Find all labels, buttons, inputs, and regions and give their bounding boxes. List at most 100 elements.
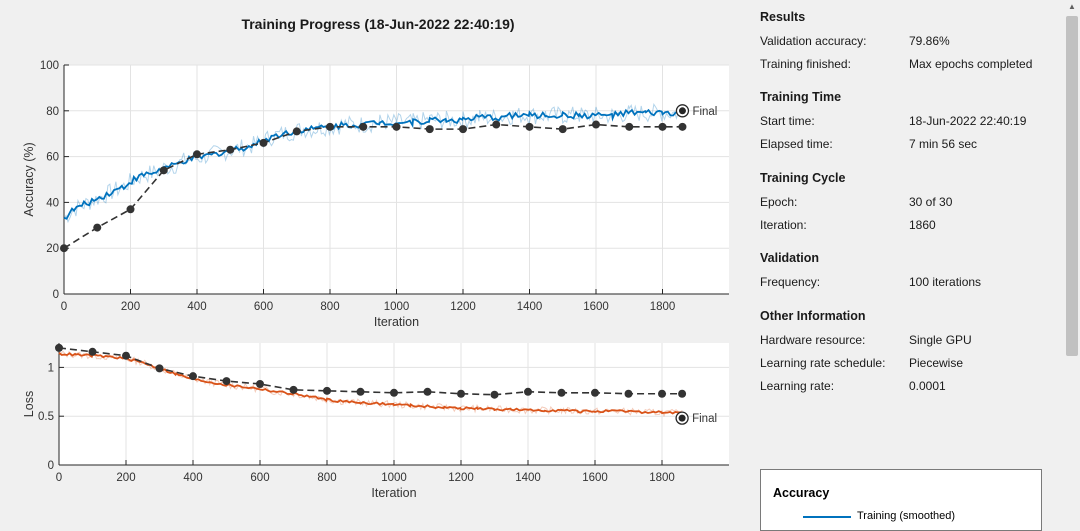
- x-tick-label: 400: [187, 301, 206, 313]
- validation-accuracy-label: Validation accuracy:: [760, 34, 867, 48]
- validation-point: [55, 343, 63, 352]
- validation-point: [425, 125, 434, 134]
- validation-point: [625, 122, 634, 131]
- scrollbar-thumb[interactable]: [1066, 16, 1078, 356]
- validation-line: [63, 123, 683, 249]
- validation-point: [390, 388, 398, 397]
- validation-point: [492, 120, 501, 129]
- validation-point: [289, 385, 298, 394]
- scroll-up-arrow-icon[interactable]: ▲: [1068, 2, 1076, 11]
- start-time-label: Start time:: [760, 114, 815, 128]
- epoch-value: 30 of 30: [909, 195, 953, 209]
- learning-rate-value: 0.0001: [909, 379, 946, 393]
- training-finished-label: Training finished:: [760, 57, 851, 71]
- x-tick-label: 1000: [381, 472, 407, 484]
- training-progress-title: Training Progress (18-Jun-2022 22:40:19): [241, 16, 515, 32]
- iteration-value: 1860: [909, 218, 936, 232]
- x-tick-label: 200: [116, 472, 135, 484]
- x-tick-label: 1800: [650, 301, 676, 313]
- y-axis-label: Accuracy (%): [22, 142, 36, 216]
- validation-point: [490, 390, 499, 399]
- y-tick-label: 80: [46, 106, 59, 118]
- validation-point: [93, 223, 102, 232]
- hardware-resource-label: Hardware resource:: [760, 333, 866, 347]
- validation-point: [193, 150, 201, 159]
- x-tick-label: 1200: [448, 472, 474, 484]
- iteration-label: Iteration:: [760, 218, 807, 232]
- validation-point: [557, 388, 566, 397]
- final-marker-dot: [678, 414, 686, 422]
- x-tick-label: 1400: [515, 472, 541, 484]
- other-information-heading: Other Information: [760, 309, 866, 323]
- x-tick-label: 600: [254, 301, 273, 313]
- hardware-resource-value: Single GPU: [909, 333, 972, 347]
- validation-point: [292, 127, 301, 136]
- accuracy-legend: Accuracy Training (smoothed): [760, 469, 1042, 531]
- validation-point: [88, 347, 97, 356]
- learning-rate-label: Learning rate:: [760, 379, 835, 393]
- results-heading: Results: [760, 10, 806, 24]
- elapsed-time-value: 7 min 56 sec: [909, 137, 978, 151]
- x-tick-label: 200: [121, 301, 140, 313]
- validation-point: [222, 377, 231, 386]
- y-tick-label: 0: [48, 460, 54, 472]
- validation-point: [525, 122, 534, 131]
- y-tick-label: 0: [53, 289, 59, 301]
- y-tick-label: 20: [46, 243, 59, 255]
- lr-schedule-value: Piecewise: [909, 356, 964, 370]
- validation-point: [524, 387, 532, 396]
- validation-point: [359, 122, 368, 131]
- vertical-scrollbar[interactable]: ▲: [1064, 0, 1080, 520]
- validation-point: [189, 372, 197, 381]
- x-tick-label: 600: [250, 472, 269, 484]
- validation-point: [326, 122, 334, 131]
- x-axis-label: Iteration: [371, 486, 416, 500]
- training-cycle-heading: Training Cycle: [760, 171, 846, 185]
- validation-heading: Validation: [760, 251, 820, 265]
- elapsed-time-label: Elapsed time:: [760, 137, 833, 151]
- validation-point: [159, 166, 168, 175]
- y-tick-label: 100: [40, 60, 59, 72]
- training-smoothed-line: [63, 108, 683, 220]
- validation-point: [259, 138, 268, 147]
- y-tick-label: 0.5: [38, 411, 54, 423]
- lr-schedule-label: Learning rate schedule:: [760, 356, 886, 370]
- validation-point: [658, 122, 667, 131]
- final-label: Final: [692, 413, 717, 425]
- validation-point: [457, 389, 465, 398]
- y-tick-label: 40: [46, 197, 59, 209]
- legend-line-swatch: [803, 516, 851, 518]
- validation-point: [658, 389, 666, 398]
- accuracy-chart: 0 200 400 600 800 1000 1200 1400 1600 1800 0 20 40 60…: [22, 60, 729, 329]
- final-marker-dot: [678, 107, 686, 115]
- legend-entry-label: Training (smoothed): [857, 510, 956, 522]
- validation-point: [226, 145, 235, 154]
- validation-point: [624, 389, 633, 398]
- frequency-value: 100 iterations: [909, 275, 982, 289]
- validation-point: [60, 244, 68, 253]
- validation-point: [155, 364, 164, 373]
- x-tick-label: 400: [183, 472, 202, 484]
- validation-line: [58, 347, 683, 396]
- training-finished-value: Max epochs completed: [909, 57, 1033, 71]
- frequency-label: Frequency:: [760, 275, 821, 289]
- x-tick-label: 1200: [450, 301, 476, 313]
- training-progress-plots: 0 200 400 600 800 1000 1200 1400 1600 18000204060…: [22, 60, 729, 500]
- validation-point: [592, 120, 600, 129]
- y-tick-label: 60: [46, 152, 59, 164]
- x-tick-label: 1600: [582, 472, 608, 484]
- validation-point: [356, 387, 365, 396]
- validation-point: [459, 125, 467, 134]
- y-axis-label: Loss: [22, 391, 36, 417]
- validation-point: [392, 122, 401, 131]
- validation-point: [678, 122, 687, 131]
- validation-point: [591, 388, 599, 397]
- validation-point: [126, 205, 135, 214]
- x-tick-label: 1400: [517, 301, 543, 313]
- validation-point: [558, 125, 567, 134]
- validation-point: [122, 351, 130, 360]
- validation-point: [678, 389, 687, 398]
- x-axis-label: Iteration: [374, 315, 419, 329]
- start-time-value: 18-Jun-2022 22:40:19: [909, 114, 1027, 128]
- validation-point: [323, 386, 331, 395]
